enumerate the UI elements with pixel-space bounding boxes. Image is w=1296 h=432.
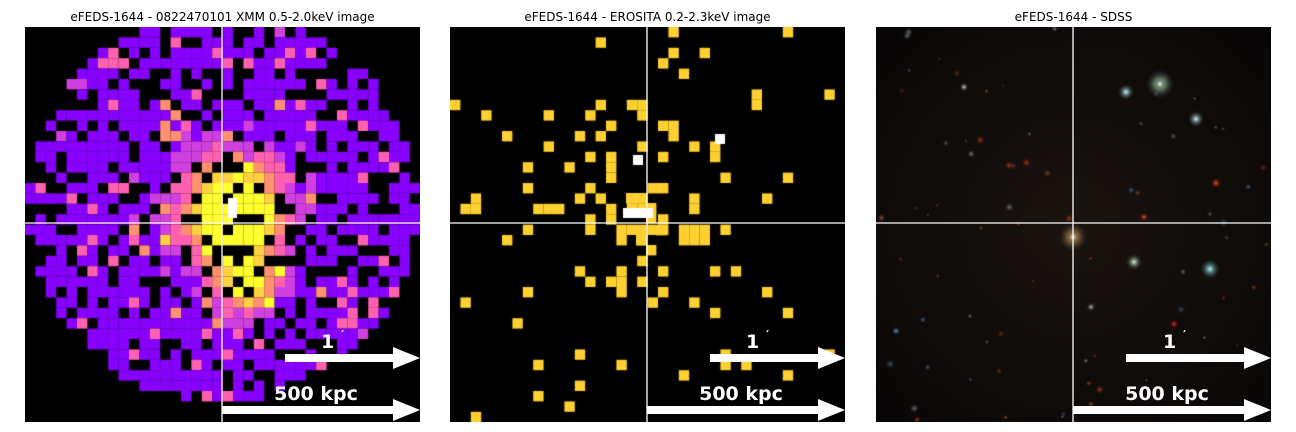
angle-scale-label: 1	[1163, 331, 1176, 353]
angle-scale-arrow	[285, 347, 420, 369]
distance-scale-arrow	[647, 399, 845, 421]
angle-scale-arrow	[1126, 347, 1271, 369]
distance-scale-arrow	[1073, 399, 1271, 421]
panel-title-sdss: eFEDS-1644 - SDSS	[1014, 10, 1133, 24]
angle-scale-unit: ′	[341, 328, 344, 342]
angle-scale-label: 1	[746, 331, 759, 353]
distance-scale-label: 500 kpc	[699, 383, 783, 405]
xmm-overlay: 1 ′ 500 kpc	[25, 27, 420, 422]
panel-title-erosita: eFEDS-1644 - EROSITA 0.2-2.3keV image	[524, 10, 771, 24]
erosita-image: 1 ′ 500 kpc	[450, 27, 845, 422]
angle-scale-label: 1	[321, 331, 334, 353]
xmm-image: 1 ′ 500 kpc	[25, 27, 420, 422]
angle-scale-unit: ′	[766, 328, 769, 342]
panel-title-xmm: eFEDS-1644 - 0822470101 XMM 0.5-2.0keV i…	[70, 10, 375, 24]
distance-scale-label: 500 kpc	[274, 383, 358, 405]
distance-scale-label: 500 kpc	[1125, 383, 1209, 405]
distance-scale-arrow	[222, 399, 420, 421]
sdss-image: 1 ′ 500 kpc	[876, 27, 1271, 422]
angle-scale-arrow	[710, 347, 845, 369]
erosita-overlay: 1 ′ 500 kpc	[450, 27, 845, 422]
angle-scale-unit: ′	[1183, 328, 1186, 342]
sdss-overlay: 1 ′ 500 kpc	[876, 27, 1271, 422]
